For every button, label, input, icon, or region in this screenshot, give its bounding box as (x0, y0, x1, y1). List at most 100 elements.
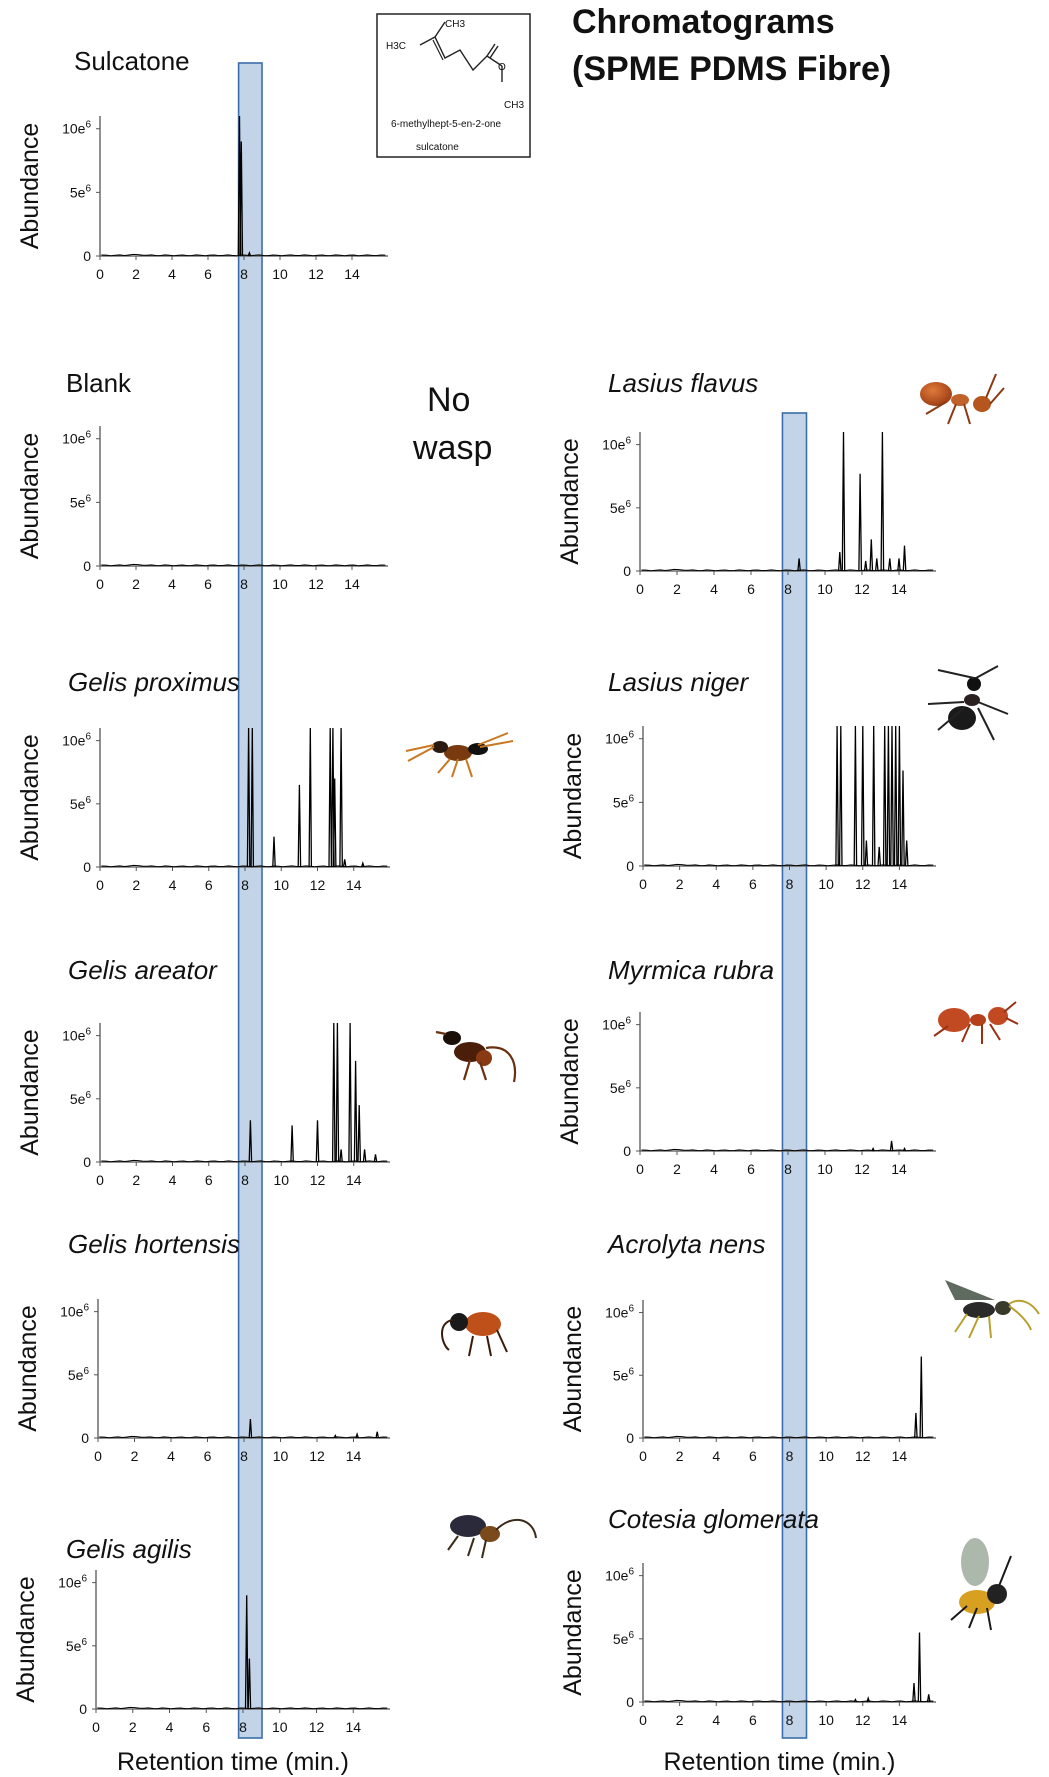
x-tick-label: 8 (241, 877, 249, 893)
chromatogram-peak (902, 1147, 907, 1152)
chromatogram-peak (239, 141, 244, 257)
panel-title: Gelis agilis (66, 1534, 192, 1564)
x-tick-label: 4 (168, 576, 176, 592)
x-tick-label: 2 (131, 1448, 139, 1464)
chromatogram-peak (889, 1140, 894, 1152)
figure-title-line2: (SPME PDMS Fibre) (572, 50, 891, 88)
chromatogram-peak (244, 1595, 249, 1710)
x-tick-label: 6 (204, 266, 212, 282)
chromatogram-peak (248, 1418, 253, 1439)
x-tick-label: 10 (818, 876, 834, 892)
baseline-trace (641, 568, 934, 572)
lasius-niger-image (927, 665, 1009, 741)
chromatogram-peak (315, 1120, 320, 1163)
chromatogram-peak (248, 1120, 253, 1163)
chromatogram-peak (860, 725, 865, 867)
chromatogram-peak (869, 539, 874, 572)
chromatogram-peak (332, 778, 337, 868)
chromatogram-peak (853, 725, 858, 867)
figure-title-line1: Chromatograms (572, 3, 835, 41)
chromatogram-peak (919, 1356, 924, 1439)
baseline-trace (101, 1159, 388, 1163)
chromatogram-peak (348, 1022, 352, 1163)
y-axis-label: Abundance (16, 123, 44, 250)
y-tick-label: 5e6 (66, 1637, 88, 1654)
y-tick-label: 5e6 (68, 1366, 90, 1383)
x-tick-label: 14 (344, 266, 360, 282)
baseline-trace (101, 864, 388, 868)
y-tick-label: 5e6 (70, 1090, 92, 1107)
gelis-hortensis-image (441, 1312, 508, 1357)
y-tick-label: 0 (623, 563, 631, 579)
x-tick-label: 10 (817, 581, 833, 597)
x-tick-label: 10 (818, 1448, 834, 1464)
y-axis-label: Abundance (12, 1576, 40, 1703)
no-wasp-label-line2: wasp (412, 429, 492, 467)
y-tick-label: 10e6 (62, 120, 91, 137)
y-tick-label: 5e6 (613, 1366, 635, 1383)
x-tick-label: 6 (205, 877, 213, 893)
x-tick-label: 4 (710, 1161, 718, 1177)
x-tick-label: 2 (129, 1719, 137, 1735)
x-tick-label: 4 (712, 876, 720, 892)
myrmica-rubra-image (933, 1001, 1019, 1044)
x-tick-label: 10 (817, 1161, 833, 1177)
x-tick-label: 14 (346, 1448, 362, 1464)
baseline-trace (644, 863, 934, 867)
y-axis-label: Abundance (556, 1018, 584, 1145)
x-tick-label: 12 (309, 1448, 325, 1464)
chromatogram-peak (328, 727, 333, 868)
y-tick-label: 10e6 (62, 732, 91, 749)
x-tick-label: 6 (747, 1161, 755, 1177)
y-tick-label: 5e6 (613, 793, 635, 810)
y-axis-label: Abundance (559, 1569, 587, 1696)
chromatogram-peak (853, 1697, 858, 1703)
y-tick-label: 0 (626, 1694, 634, 1710)
x-tick-label: 8 (786, 1712, 794, 1728)
chromatogram-peak (339, 727, 343, 868)
y-tick-label: 0 (79, 1701, 87, 1717)
x-tick-label: 2 (132, 1172, 140, 1188)
panel-title: Gelis areator (68, 955, 218, 985)
y-axis-label: Abundance (16, 734, 44, 861)
x-tick-label: 10 (273, 1172, 289, 1188)
y-axis-label: Abundance (559, 1306, 587, 1433)
x-tick-label: 6 (205, 1172, 213, 1188)
chromatogram-peak (797, 558, 801, 572)
x-tick-label: 2 (676, 876, 684, 892)
chromatogram-peak (914, 1412, 918, 1439)
x-tick-label: 6 (747, 581, 755, 597)
y-axis-label: Abundance (14, 1305, 42, 1432)
y-tick-label: 5e6 (70, 183, 92, 200)
x-tick-label: 8 (784, 581, 792, 597)
baseline-trace (101, 253, 386, 257)
panel-title: Gelis hortensis (68, 1229, 240, 1259)
panel-title: Sulcatone (74, 46, 190, 76)
x-tick-label: 8 (786, 876, 794, 892)
cotesia-glomerata-image (950, 1538, 1012, 1631)
chromatogram-peak (373, 1154, 378, 1163)
panel-sulcatone: Sulcatone Abundance 0 5e6 10e6 0 2 4 6 8 10 12 14 (16, 46, 388, 282)
chromatogram-peak (838, 725, 843, 867)
y-axis-label: Abundance (16, 1029, 44, 1156)
chromatogram-peak (333, 1433, 337, 1439)
chromatogram-peak (886, 725, 891, 867)
x-tick-label: 6 (202, 1719, 210, 1735)
panel-lasius-niger: Lasius niger Abundance 0 5e6 10e6 0 2 4 6 8 10 12 14 (559, 667, 936, 892)
panel-title: Cotesia glomerata (608, 1504, 819, 1534)
chromatogram-peak (272, 836, 276, 868)
structure-common-name: sulcatone (416, 142, 459, 153)
x-tick-label: 12 (308, 266, 324, 282)
x-tick-label: 12 (855, 1448, 871, 1464)
chromatogram-peak (250, 727, 255, 868)
chromatogram-peak (246, 727, 251, 868)
panel-gelis-proximus: Gelis proximus Abundance 0 5e6 10e6 0 2 4 6 8 10 12… (16, 667, 390, 893)
x-tick-label: 14 (344, 576, 360, 592)
acrolyta-nens-image (945, 1280, 1040, 1339)
x-tick-label: 8 (239, 1719, 247, 1735)
x-tick-label: 6 (749, 876, 757, 892)
panel-gelis-areator: Gelis areator Abundance 0 5e6 10e6 0 2 4 6 8 10 12 1… (16, 955, 390, 1188)
x-tick-label: 10 (818, 1712, 834, 1728)
x-tick-label: 4 (168, 266, 176, 282)
